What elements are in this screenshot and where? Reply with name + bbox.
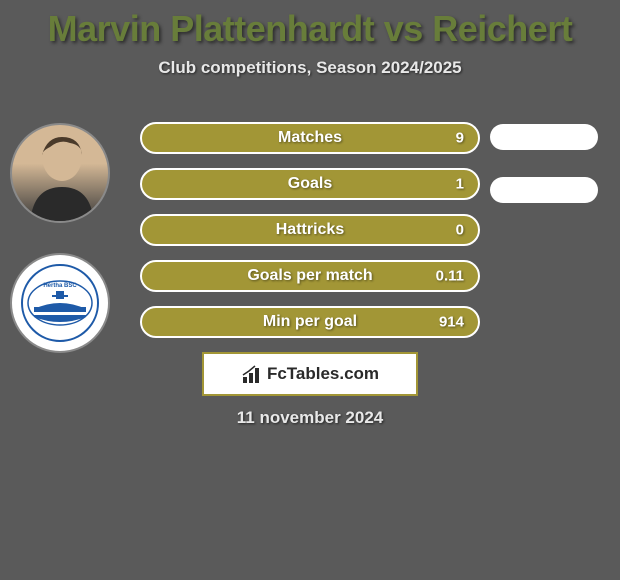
- page-title: Marvin Plattenhardt vs Reichert: [0, 0, 620, 50]
- stat-label: Min per goal: [142, 313, 478, 331]
- chart-icon: [241, 363, 263, 385]
- player-avatar: [10, 123, 110, 223]
- stat-label: Goals per match: [142, 267, 478, 285]
- stat-label: Hattricks: [142, 221, 478, 239]
- stat-label: Matches: [142, 129, 478, 147]
- source-logo: FcTables.com: [202, 352, 418, 396]
- stats-list: Matches 9 Goals 1 Hattricks 0 Goals per …: [140, 122, 480, 352]
- stat-row: Matches 9: [140, 122, 480, 154]
- stat-value: 0: [456, 222, 464, 239]
- svg-text:Hertha BSC: Hertha BSC: [43, 283, 77, 289]
- avatar-column: Hertha BSC: [10, 123, 110, 383]
- comparison-pill: [490, 124, 598, 150]
- comparison-pill: [490, 177, 598, 203]
- stat-row: Hattricks 0: [140, 214, 480, 246]
- source-logo-text: FcTables.com: [267, 364, 379, 384]
- stat-row: Goals per match 0.11: [140, 260, 480, 292]
- stat-row: Goals 1: [140, 168, 480, 200]
- club-avatar: Hertha BSC: [10, 253, 110, 353]
- stat-value: 9: [456, 130, 464, 147]
- club-logo-icon: Hertha BSC: [20, 263, 100, 343]
- subtitle: Club competitions, Season 2024/2025: [0, 58, 620, 78]
- stat-value: 1: [456, 176, 464, 193]
- stat-label: Goals: [142, 175, 478, 193]
- date-text: 11 november 2024: [0, 408, 620, 428]
- stat-value: 914: [439, 314, 464, 331]
- stat-row: Min per goal 914: [140, 306, 480, 338]
- player-silhouette-icon: [12, 125, 110, 223]
- stat-value: 0.11: [436, 268, 464, 285]
